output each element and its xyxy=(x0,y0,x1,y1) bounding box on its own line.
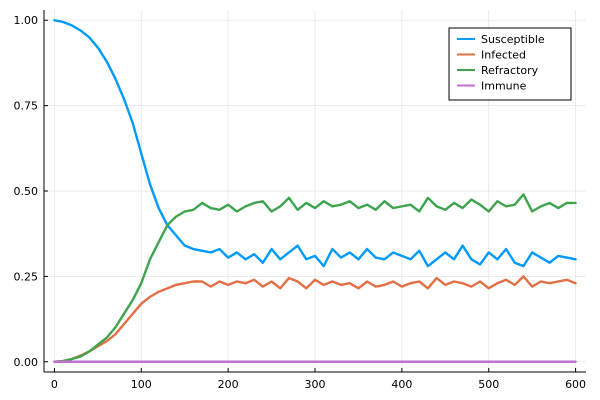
series-line-infected xyxy=(53,275,577,363)
x-tick-label: 500 xyxy=(478,378,499,391)
x-tick-label: 300 xyxy=(305,378,326,391)
x-tick-label: 0 xyxy=(51,378,58,391)
x-tick-label: 100 xyxy=(131,378,152,391)
y-tick-label: 0.25 xyxy=(14,270,39,283)
axes: 0 100 200 300 400 500 600 0.00 0.25 0.50 0.75 1.00 xyxy=(14,10,586,391)
legend-label: Immune xyxy=(481,80,527,93)
y-tick-label: 0.75 xyxy=(14,100,39,113)
series-line-susceptible xyxy=(53,19,577,268)
y-tick-label: 0.00 xyxy=(14,356,39,369)
legend-label: Susceptible xyxy=(481,33,545,46)
series-group xyxy=(53,19,577,363)
x-tick-label: 200 xyxy=(218,378,239,391)
legend-label: Infected xyxy=(481,49,526,62)
x-tick-label: 400 xyxy=(391,378,412,391)
y-tick-label: 1.00 xyxy=(14,14,39,27)
legend: Susceptible Infected Refractory Immune xyxy=(448,27,572,101)
series-line-refractory xyxy=(53,193,577,363)
legend-label: Refractory xyxy=(481,64,539,77)
y-tick-label: 0.50 xyxy=(14,185,39,198)
x-tick-label: 600 xyxy=(565,378,586,391)
